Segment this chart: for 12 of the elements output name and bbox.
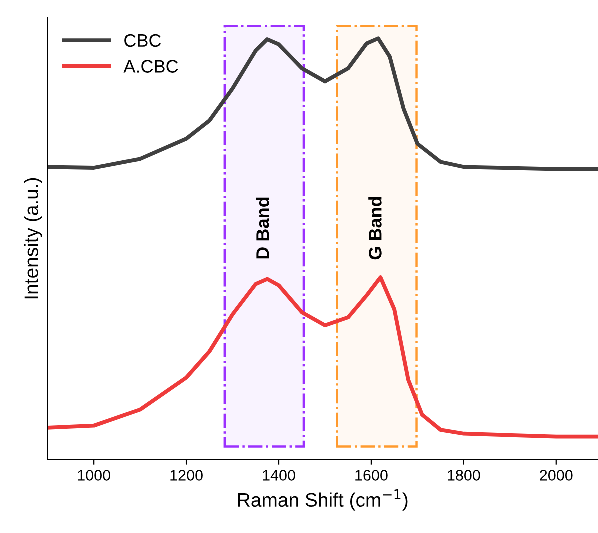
band-label: D Band bbox=[256, 198, 270, 259]
x-tick-label: 1200 bbox=[170, 470, 203, 481]
band-label: G Band bbox=[368, 197, 382, 260]
legend-label: CBC bbox=[124, 34, 162, 48]
x-tick-label: 1800 bbox=[448, 470, 480, 481]
x-axis-title: Raman Shift (cm$^{−1}$) bbox=[238, 490, 408, 511]
x-tick-label: 1600 bbox=[356, 470, 388, 481]
x-tick-label: 2000 bbox=[540, 470, 573, 481]
x-tick-label: 1400 bbox=[263, 470, 296, 481]
y-axis-title: Intensity (a.u.) bbox=[24, 178, 42, 299]
legend-label: A.CBC bbox=[124, 60, 178, 73]
x-tick-label: 1000 bbox=[78, 470, 110, 481]
